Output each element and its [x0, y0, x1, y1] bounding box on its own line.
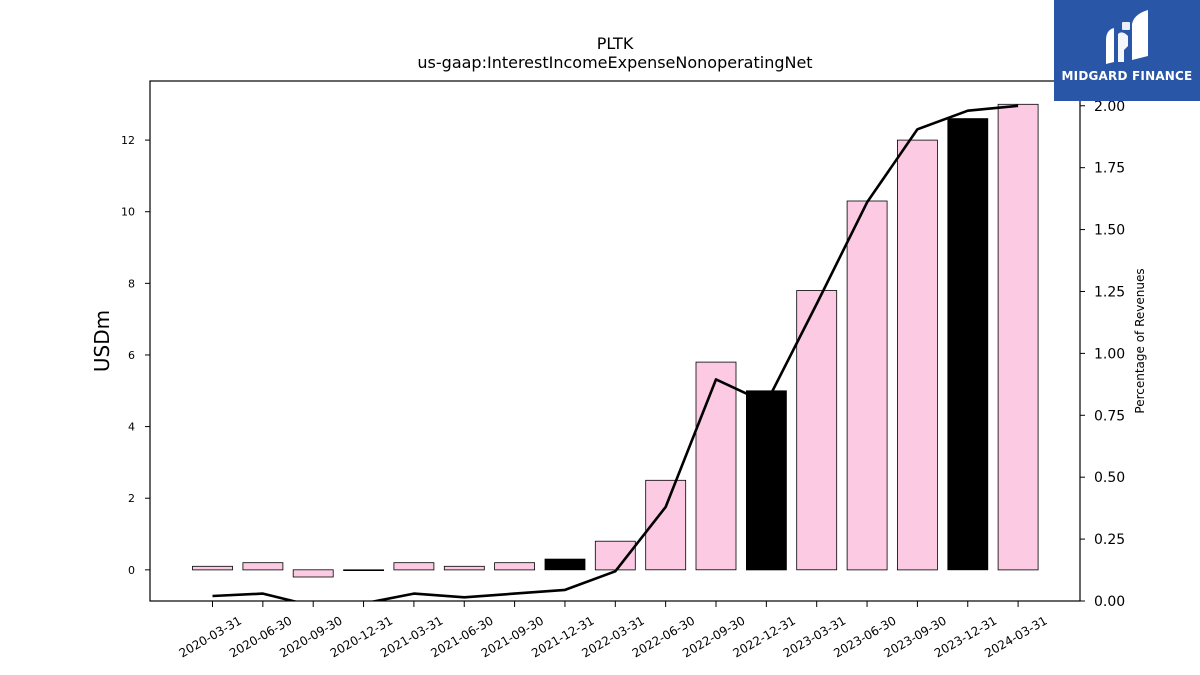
y-tick-label: 12 — [121, 134, 135, 147]
bar — [947, 118, 989, 571]
bar — [746, 390, 787, 571]
y-right-tick-label: 1.50 — [1094, 223, 1125, 239]
bar — [494, 562, 536, 571]
y-axis-label: USDm — [90, 310, 114, 372]
y-right-tick-label: 1.00 — [1094, 346, 1125, 362]
bar — [393, 562, 435, 571]
y-tick-label: 0 — [128, 564, 135, 577]
line-group — [212, 104, 1019, 601]
y-right-tick-label: 1.25 — [1094, 284, 1125, 300]
bar — [846, 200, 888, 571]
y-right-tick-label: 0.25 — [1094, 532, 1125, 548]
y-tick-label: 8 — [128, 277, 135, 290]
y-tick-label: 4 — [128, 421, 135, 434]
brand-logo: MIDGARD FINANCE — [1054, 0, 1200, 101]
y-right-tick-label: 0.75 — [1094, 408, 1125, 424]
bar — [695, 361, 737, 571]
bar — [192, 565, 233, 571]
y-right-tick-label: 0.50 — [1094, 470, 1125, 486]
plot-frame — [149, 80, 1081, 602]
bar — [443, 565, 485, 571]
y-tick-label: 10 — [121, 206, 135, 219]
chart-subtitle: us-gaap:InterestIncomeExpenseNonoperatin… — [417, 53, 812, 72]
bars-group — [192, 103, 1039, 578]
bar — [796, 290, 838, 571]
bar — [594, 540, 636, 571]
y-right-tick-label: 2.00 — [1094, 99, 1125, 115]
bar — [544, 558, 586, 571]
series-line — [212, 104, 1019, 601]
bar — [997, 103, 1039, 571]
bar — [292, 569, 334, 578]
y-right-tick-label: 1.75 — [1094, 161, 1125, 177]
logo-text: MIDGARD FINANCE — [1061, 69, 1193, 83]
logo-mark-icon — [1106, 10, 1148, 64]
y-right-tick-label: 0.00 — [1094, 594, 1125, 610]
y-axis-right-label: Percentage of Revenues — [1133, 268, 1147, 413]
y-tick-label: 6 — [128, 349, 135, 362]
chart-title: PLTK — [597, 34, 634, 53]
y-tick-label: 2 — [128, 492, 135, 505]
bar — [343, 569, 385, 571]
bar — [242, 562, 284, 571]
bar — [897, 139, 938, 571]
